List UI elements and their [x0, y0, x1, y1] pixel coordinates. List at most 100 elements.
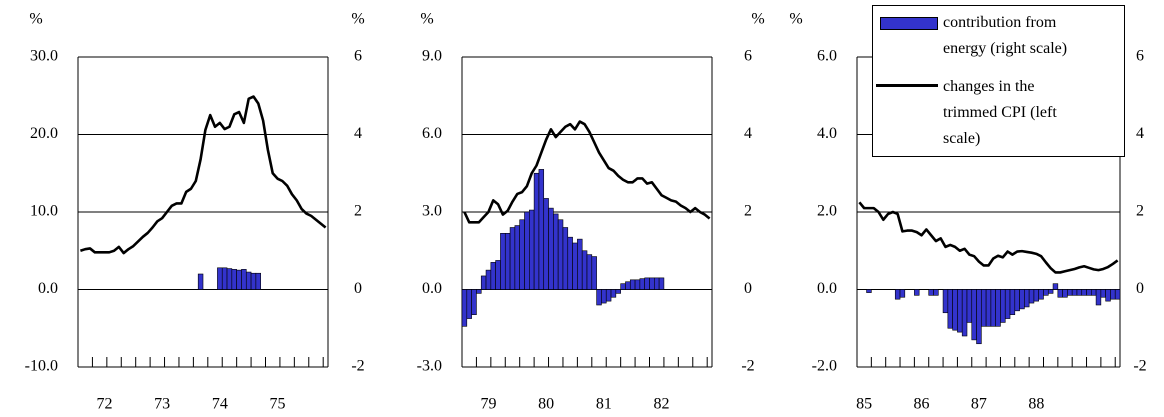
y2-tick-label: 6: [744, 48, 752, 65]
bar: [1057, 289, 1063, 298]
bar: [990, 289, 996, 327]
bar: [961, 289, 968, 337]
bar: [639, 278, 645, 290]
bar: [1014, 289, 1020, 312]
y-tick-label: 6.0: [422, 125, 442, 142]
y-tick-label: -3.0: [417, 358, 442, 375]
bar: [557, 219, 564, 290]
bar: [957, 289, 963, 333]
bar: [490, 262, 496, 290]
bar: [1081, 289, 1087, 296]
bar: [605, 289, 612, 302]
y-axis-label: %: [420, 11, 433, 28]
bar: [942, 289, 949, 314]
y-tick-label: 0.0: [38, 280, 58, 297]
bar: [1019, 289, 1025, 310]
line-series: [80, 95, 327, 255]
y-tick-label: 20.0: [30, 125, 58, 142]
y2-tick-label: 2: [744, 203, 752, 220]
bar: [221, 267, 228, 290]
legend-symbol: [880, 17, 938, 30]
bar: [553, 213, 559, 290]
y2-tick-label: -2: [741, 358, 754, 375]
bar: [866, 289, 872, 293]
y-tick-label: -2.0: [812, 358, 837, 375]
bar: [654, 277, 660, 290]
bar: [1110, 289, 1116, 300]
bar: [1024, 289, 1030, 308]
bar: [538, 169, 545, 290]
y-tick-label: 9.0: [422, 48, 442, 65]
bar: [255, 272, 261, 290]
bar: [1062, 289, 1068, 298]
bar: [1067, 289, 1073, 296]
bar: [533, 172, 540, 290]
bar: [581, 250, 588, 290]
legend-symbol: [876, 84, 938, 87]
bar: [562, 227, 569, 290]
y-tick-label: 10.0: [30, 203, 58, 220]
bar: [658, 277, 665, 290]
y-tick-label: 4.0: [817, 125, 837, 142]
bar: [461, 289, 468, 327]
y2-tick-label: 6: [1136, 48, 1144, 65]
bar: [495, 260, 501, 290]
bar: [236, 269, 242, 290]
bar: [1000, 289, 1006, 323]
bar: [514, 225, 520, 290]
bar: [231, 269, 237, 290]
y2-tick-label: 2: [354, 203, 362, 220]
y-tick-label: 6.0: [817, 48, 837, 65]
bar: [1105, 289, 1111, 302]
bar: [971, 289, 977, 341]
bar: [591, 256, 597, 290]
bar: [644, 277, 650, 290]
y-tick-label: 0.0: [422, 280, 442, 297]
y2-tick-label: 0: [354, 280, 362, 297]
bar: [480, 275, 487, 290]
bar: [504, 233, 511, 290]
bar: [933, 289, 939, 296]
bar: [476, 289, 482, 294]
bar: [543, 198, 549, 290]
bar: [524, 211, 530, 290]
bar: [1004, 289, 1011, 319]
y2-tick-label: -2: [1133, 358, 1146, 375]
y-axis-label: %: [29, 11, 42, 28]
legend: contribution from energy (right scale) ch…: [872, 5, 1125, 157]
bar: [649, 277, 655, 290]
y2-axis-label: %: [751, 11, 764, 28]
bar: [471, 289, 477, 315]
bar: [1043, 289, 1049, 296]
y-tick-label: 2.0: [817, 203, 837, 220]
y-tick-label: 3.0: [422, 203, 442, 220]
bar: [577, 238, 583, 290]
bar: [226, 268, 233, 290]
bar: [928, 289, 934, 296]
bar: [1071, 289, 1078, 296]
bar: [572, 242, 578, 290]
bar: [217, 267, 223, 290]
bar: [634, 279, 641, 290]
bar: [615, 289, 621, 294]
bar: [620, 283, 626, 290]
x-tick-label: 85: [856, 396, 872, 413]
bar: [894, 289, 901, 300]
bar: [1091, 289, 1097, 296]
bar: [1095, 289, 1102, 306]
bar: [250, 272, 257, 290]
bar: [596, 289, 602, 306]
bar: [629, 279, 636, 290]
legend-label: changes in the trimmed CPI (left scale): [943, 78, 1057, 147]
bar: [567, 236, 573, 290]
bar: [586, 254, 593, 290]
y2-axis-label: %: [351, 11, 364, 28]
x-tick-label: 80: [538, 396, 554, 413]
y-tick-label: 30.0: [30, 48, 58, 65]
bar: [976, 289, 982, 345]
bar: [1100, 289, 1106, 298]
bar: [985, 289, 992, 327]
x-tick-label: 73: [154, 396, 170, 413]
line-series: [463, 120, 711, 224]
